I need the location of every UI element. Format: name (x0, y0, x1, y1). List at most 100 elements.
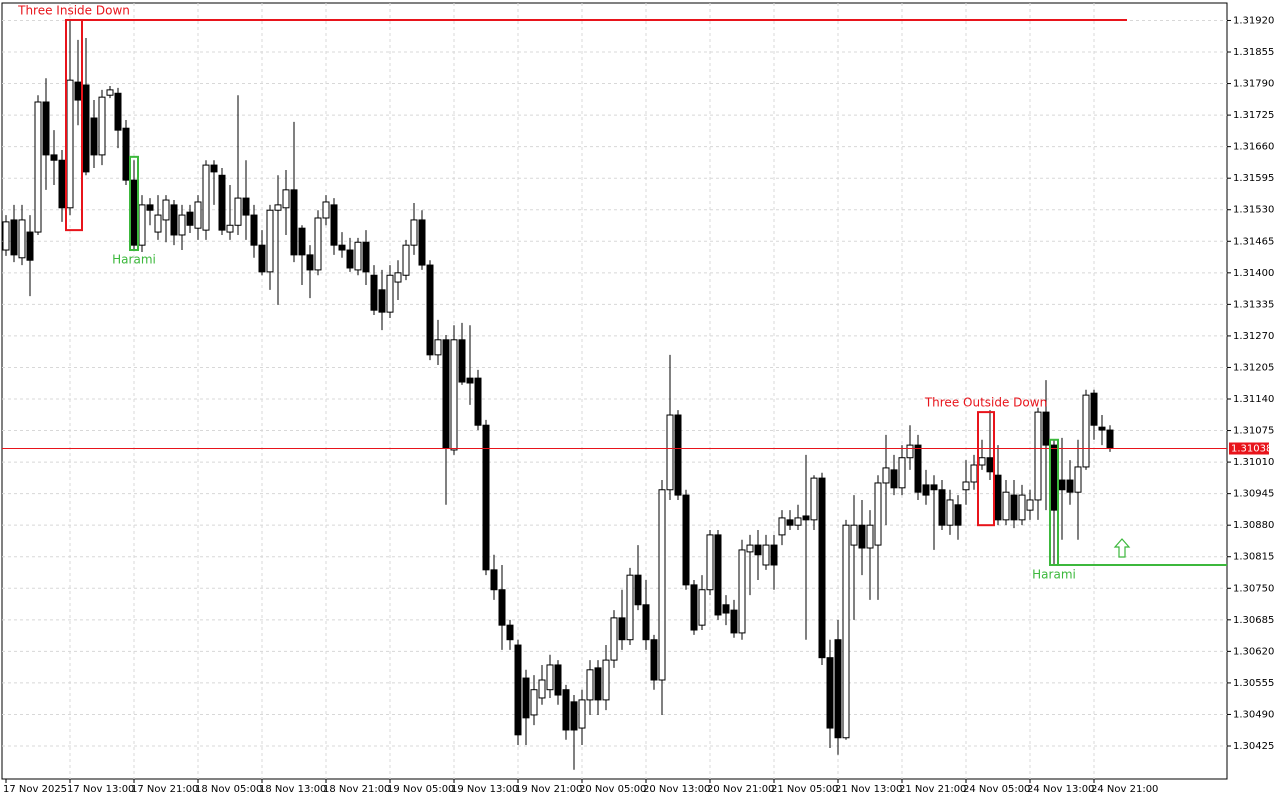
candle-body (546, 664, 554, 691)
candle-body (330, 204, 338, 246)
x-tick-label: 19 Nov 21:00 (515, 784, 582, 795)
candle-body (586, 669, 594, 701)
y-tick-label: 1.30620 (1233, 646, 1274, 657)
candle-body (258, 244, 266, 273)
x-tick-label: 24 Nov 13:00 (1027, 784, 1094, 795)
candle-body (1098, 426, 1106, 431)
candle-body (290, 189, 298, 256)
candle-body (930, 484, 938, 491)
candle-body (562, 689, 570, 731)
candle-body (1042, 411, 1050, 446)
candle-body (626, 574, 634, 641)
candle-body (738, 549, 746, 634)
candle-body (162, 199, 170, 221)
current-price-tag (1229, 442, 1269, 455)
candle-body (186, 211, 194, 226)
candle-body (514, 644, 522, 736)
candle-body (1074, 466, 1082, 493)
candle-body (658, 489, 666, 681)
x-tick-label: 24 Nov 21:00 (1091, 784, 1158, 795)
candle-body (98, 96, 106, 156)
x-tick-label: 20 Nov 21:00 (707, 784, 774, 795)
candle-body (194, 201, 202, 229)
x-tick-label: 18 Nov 05:00 (195, 784, 262, 795)
candle-body (362, 241, 370, 273)
candle-body (394, 272, 402, 283)
candle-body (850, 524, 858, 546)
y-tick-label: 1.31725 (1233, 110, 1274, 121)
candle-body (874, 482, 882, 546)
candle-body (66, 79, 74, 209)
x-tick-label: 18 Nov 13:00 (259, 784, 326, 795)
candle-body (906, 444, 914, 459)
candle-body (530, 689, 538, 716)
candle-body (1018, 494, 1026, 521)
candle-body (714, 534, 722, 616)
candle-body (898, 457, 906, 489)
candle-body (410, 219, 418, 246)
candle-body (498, 589, 506, 626)
pattern-box (65, 18, 83, 232)
y-tick-label: 1.30490 (1233, 709, 1274, 720)
candle-body (242, 197, 250, 216)
y-tick-label: 1.31855 (1233, 47, 1274, 58)
x-tick-label: 19 Nov 05:00 (387, 784, 454, 795)
candle-body (114, 92, 122, 131)
candle-body (1106, 429, 1114, 450)
pattern-label: Harami (1032, 567, 1076, 581)
current-price-label: 1.31038 (1231, 444, 1272, 455)
candle-body (1026, 499, 1034, 511)
candle-body (690, 584, 698, 631)
candle-body (858, 524, 866, 549)
candle-body (786, 519, 794, 526)
candle-body (210, 164, 218, 173)
candle-body (234, 197, 242, 226)
y-tick-label: 1.30945 (1233, 489, 1274, 500)
candle-body (650, 639, 658, 681)
candle-body (370, 274, 378, 311)
y-tick-label: 1.30750 (1233, 583, 1274, 594)
candle-body (418, 219, 426, 266)
y-tick-label: 1.30685 (1233, 615, 1274, 626)
candle-body (90, 117, 98, 156)
candle-body (962, 481, 970, 491)
candle-body (274, 204, 282, 211)
x-tick-label: 17 Nov 13:00 (67, 784, 134, 795)
candle-body (138, 204, 146, 246)
x-tick-label: 21 Nov 21:00 (899, 784, 966, 795)
candle-body (226, 224, 234, 233)
candle-body (810, 477, 818, 521)
candle-body (490, 569, 498, 591)
candle-body (802, 515, 810, 521)
candle-body (50, 154, 58, 161)
candle-body (26, 231, 34, 261)
candle-body (778, 517, 786, 536)
candle-body (882, 467, 890, 484)
y-tick-label: 1.31595 (1233, 173, 1274, 184)
candle-body (18, 219, 26, 259)
y-tick-label: 1.30815 (1233, 552, 1274, 563)
candle-body (938, 489, 946, 526)
pattern-label: Three Outside Down (924, 396, 1047, 410)
y-tick-label: 1.31660 (1233, 142, 1274, 153)
y-tick-label: 1.31140 (1233, 394, 1274, 405)
candle-body (770, 544, 778, 566)
candle-body (890, 469, 898, 489)
candle-body (610, 617, 618, 661)
candle-body (914, 444, 922, 493)
candle-body (154, 214, 162, 233)
candle-body (1010, 494, 1018, 521)
candle-body (466, 377, 474, 384)
y-tick-label: 1.31400 (1233, 268, 1274, 279)
candle-body (178, 214, 186, 236)
candle-body (522, 677, 530, 719)
candle-body (538, 679, 546, 699)
y-tick-label: 1.31205 (1233, 362, 1274, 373)
candle-body (642, 604, 650, 641)
candle-body (634, 574, 642, 606)
candle-body (474, 377, 482, 426)
candle-body (442, 339, 450, 449)
candle-body (946, 499, 954, 526)
candle-body (322, 201, 330, 219)
